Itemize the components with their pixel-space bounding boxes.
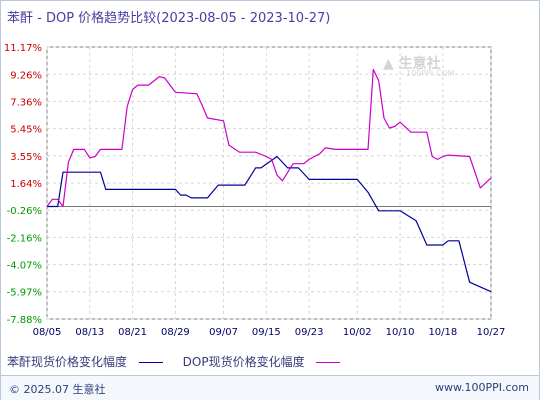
y-tick-label: -4.07% [7,261,42,272]
y-tick-label: 7.36% [10,97,42,108]
x-tick-label: 09/23 [295,327,324,338]
chart-plot: 11.17% 9.26% 7.36% 5.45% 3.55% 1.64% -0.26% -2.… [4,43,506,338]
y-tick-label: 5.45% [10,125,42,136]
watermark-subtext: 100PPI.COM [406,69,455,78]
x-tick-label: 09/15 [252,327,281,338]
x-tick-label: 10/02 [343,327,372,338]
series-layer [46,68,492,293]
y-tick-label: 3.55% [10,152,42,163]
y-tick-label: 11.17% [4,43,42,54]
x-axis: 08/05 08/13 08/21 08/29 09/07 09/15 09/23 10/02… [33,327,506,338]
y-tick-label: -2.16% [7,233,42,244]
y-tick-label: 1.64% [10,179,42,190]
x-tick-label: 08/21 [118,327,147,338]
x-tick-label: 10/18 [428,327,457,338]
watermark-text: 生意社 [398,56,441,72]
x-tick-label: 08/29 [161,327,190,338]
legend-item-phthalic: 苯酐现货价格变化幅度 [7,353,163,370]
x-tick-label: 08/05 [33,327,62,338]
watermark-icon: ▲ [383,56,394,72]
legend-swatch-phthalic [138,362,163,363]
series-line-0 [47,155,492,293]
series-line-1 [46,68,492,208]
chart-title: 苯酐 - DOP 价格趋势比较(2023-08-05 - 2023-10-27) [7,11,331,26]
x-tick-label: 10/27 [477,327,506,338]
y-tick-label: -7.88% [7,315,42,326]
x-tick-label: 10/10 [386,327,415,338]
y-tick-label: 9.26% [10,70,42,81]
legend-label-dop: DOP现货价格变化幅度 [182,355,305,369]
legend-swatch-dop [316,362,341,363]
x-tick-label: 08/13 [75,327,104,338]
footer-copyright: © 2025.07 生意社 [9,383,106,396]
footer-link[interactable]: www.100PPI.com [435,381,529,394]
chart-legend: 苯酐现货价格变化幅度 DOP现货价格变化幅度 [7,353,356,370]
footer-bar: © 2025.07 生意社 www.100PPI.com [1,375,539,400]
y-tick-label: -0.26% [7,206,42,217]
y-tick-label: -5.97% [7,288,42,299]
x-tick-label: 09/07 [209,327,238,338]
watermark-logo: ▲ 生意社 [383,53,441,73]
y-axis: 11.17% 9.26% 7.36% 5.45% 3.55% 1.64% -0.26% -2.… [4,43,42,326]
grid [46,46,492,320]
legend-label-phthalic: 苯酐现货价格变化幅度 [7,355,128,369]
legend-item-dop: DOP现货价格变化幅度 [183,353,341,370]
